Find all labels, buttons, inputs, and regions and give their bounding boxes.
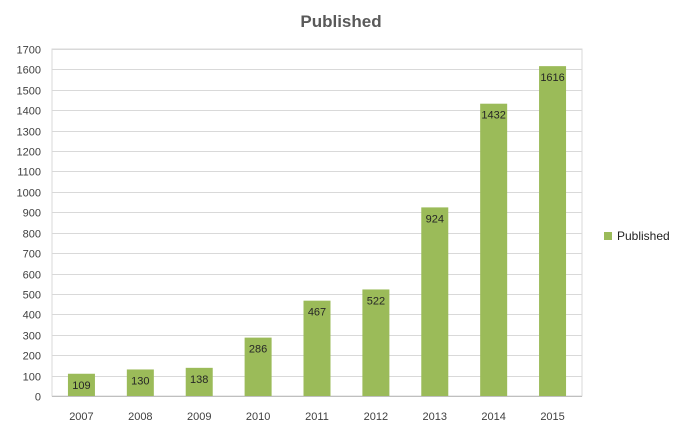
y-tick-label: 600 bbox=[23, 270, 41, 282]
data-label: 522 bbox=[367, 295, 385, 307]
y-tick-label: 1500 bbox=[17, 86, 41, 98]
bar-2007 bbox=[67, 373, 95, 396]
data-label: 138 bbox=[190, 374, 208, 386]
x-tick-label: 2014 bbox=[481, 411, 505, 423]
legend-label: Published bbox=[617, 229, 670, 243]
x-tick-label: 2008 bbox=[128, 411, 152, 423]
x-tick-label: 2012 bbox=[364, 411, 388, 423]
y-tick-label: 1700 bbox=[17, 45, 41, 57]
bar-2014 bbox=[480, 103, 508, 397]
y-tick-label: 1400 bbox=[17, 106, 41, 118]
y-tick-label: 1000 bbox=[17, 188, 41, 200]
data-label: 924 bbox=[426, 213, 444, 225]
y-tick-label: 1100 bbox=[17, 167, 41, 179]
x-tick-label: 2009 bbox=[187, 411, 211, 423]
y-axis: 0 100 200 300 400 500 600 700 800 900 1000 1100 1200… bbox=[17, 45, 41, 404]
chart-title: Published bbox=[300, 12, 382, 31]
bar-2009 bbox=[185, 367, 213, 396]
bar-2011 bbox=[303, 300, 331, 396]
legend: Published bbox=[604, 229, 670, 243]
data-labels: 109 130 138 286 467 522 924 1432 1616 bbox=[72, 72, 565, 392]
bar-2010 bbox=[244, 337, 272, 396]
data-label: 467 bbox=[308, 307, 326, 319]
y-tick-label: 500 bbox=[23, 290, 41, 302]
data-label: 286 bbox=[249, 344, 267, 356]
y-tick-label: 1300 bbox=[17, 127, 41, 139]
y-tick-label: 900 bbox=[23, 208, 41, 220]
y-tick-label: 0 bbox=[35, 392, 41, 404]
y-tick-label: 1600 bbox=[17, 65, 41, 77]
bar-2012 bbox=[362, 289, 390, 396]
data-label: 1432 bbox=[481, 110, 505, 122]
bar-2013 bbox=[421, 207, 449, 396]
x-tick-label: 2013 bbox=[423, 411, 447, 423]
bar-2015 bbox=[539, 66, 567, 397]
y-tick-label: 200 bbox=[23, 351, 41, 363]
y-tick-label: 1200 bbox=[17, 147, 41, 159]
legend-swatch bbox=[604, 232, 612, 240]
data-label: 130 bbox=[131, 375, 149, 387]
x-tick-label: 2015 bbox=[540, 411, 564, 423]
bars bbox=[67, 66, 567, 397]
y-tick-label: 700 bbox=[23, 249, 41, 261]
y-tick-label: 800 bbox=[23, 229, 41, 241]
x-axis: 2007 2008 2009 2010 2011 2012 2013 2014 2015 bbox=[52, 396, 582, 423]
x-tick-label: 2007 bbox=[69, 411, 93, 423]
data-label: 109 bbox=[72, 380, 90, 392]
y-tick-label: 400 bbox=[23, 310, 41, 322]
x-tick-label: 2011 bbox=[305, 411, 329, 423]
y-tick-label: 300 bbox=[23, 331, 41, 343]
data-label: 1616 bbox=[540, 72, 564, 84]
bar-2008 bbox=[126, 369, 154, 396]
x-tick-label: 2010 bbox=[246, 411, 270, 423]
y-tick-label: 100 bbox=[23, 372, 41, 384]
